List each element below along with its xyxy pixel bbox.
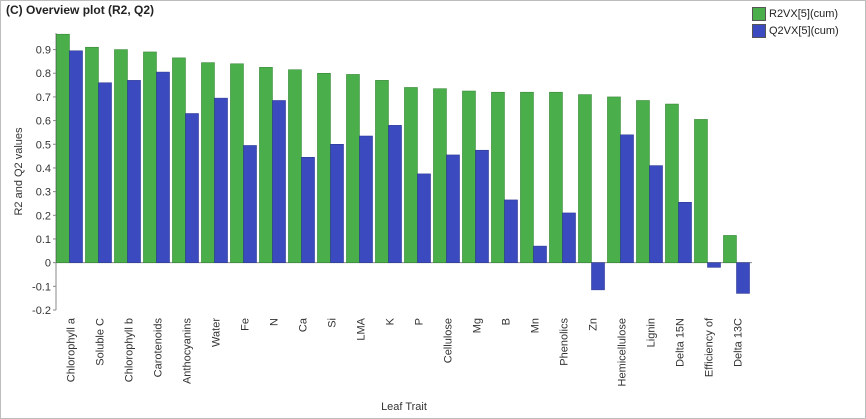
- bar-q2: [330, 144, 344, 263]
- bar-r2: [375, 80, 389, 263]
- legend-label-r2: R2VX[5](cum): [769, 7, 839, 20]
- x-tick-label: Fe: [240, 318, 252, 331]
- axes: [53, 33, 752, 311]
- bar-r2: [230, 63, 244, 263]
- x-tick-label: Anthocyanins: [182, 318, 194, 385]
- bar-q2: [562, 212, 576, 263]
- bar-q2: [243, 145, 257, 263]
- bar-r2: [636, 100, 650, 263]
- x-tick-label: Delta 13C: [733, 318, 745, 367]
- bar-q2: [649, 165, 663, 263]
- y-tick-label: 0.4: [36, 163, 51, 175]
- bar-q2: [533, 245, 547, 263]
- bar-q2: [98, 82, 112, 263]
- bar-r2: [491, 91, 505, 263]
- bar-q2: [185, 113, 199, 263]
- bar-q2: [620, 134, 634, 263]
- x-tick-label: B: [501, 318, 513, 325]
- bar-q2: [475, 149, 489, 263]
- x-tick-label: Lignin: [646, 318, 658, 347]
- x-tick-label: Phenolics: [559, 318, 571, 366]
- legend-label-q2: Q2VX[5](cum): [769, 24, 839, 37]
- legend-swatch-r2: [752, 6, 766, 21]
- x-tick-label: Delta 15N: [675, 318, 687, 367]
- bar-r2: [85, 46, 99, 263]
- legend-swatch-q2: [752, 23, 766, 38]
- y-tick-label: 0.3: [36, 187, 51, 199]
- bar-r2: [259, 67, 273, 263]
- x-tick-label: Mg: [472, 318, 484, 333]
- bar-r2: [578, 94, 592, 263]
- x-tick-label: LMA: [356, 317, 368, 340]
- legend: R2VX[5](cum) Q2VX[5](cum): [752, 5, 839, 39]
- bar-r2: [462, 90, 476, 263]
- bar-r2: [346, 74, 360, 263]
- y-tick-label: 0.7: [36, 92, 51, 104]
- y-tick-label: 0.2: [36, 210, 51, 222]
- y-tick-label: 0: [45, 258, 51, 270]
- labels: 0.9 0.8 0.7 0.6 0.5 0.4 0.3 0.2 0.1 0 -0.1 -0.2 R2 a…: [13, 45, 745, 413]
- bar-r2: [723, 235, 737, 263]
- bar-q2: [272, 100, 286, 263]
- bar-q2: [127, 80, 141, 263]
- x-tick-label: Chlorophyll b: [124, 318, 136, 382]
- x-tick-label: Ca: [298, 317, 310, 332]
- bar-r2: [143, 51, 157, 263]
- bar-q2: [301, 157, 315, 263]
- x-tick-label: Hemicellulose: [617, 318, 629, 386]
- chart-title: (C) Overview plot (R2, Q2): [6, 3, 155, 17]
- bar-q2: [591, 262, 605, 291]
- bar-q2: [359, 135, 373, 263]
- bar-r2: [520, 91, 534, 263]
- legend-entry-r2: R2VX[5](cum): [752, 5, 839, 22]
- bar-r2: [433, 88, 447, 263]
- legend-entry-q2: Q2VX[5](cum): [752, 22, 839, 39]
- x-tick-label: Water: [211, 318, 223, 347]
- x-tick-label: P: [414, 318, 426, 325]
- bar-r2: [114, 49, 128, 263]
- x-tick-label: Soluble C: [95, 318, 107, 366]
- bars: [56, 33, 750, 294]
- bar-r2: [665, 103, 679, 263]
- bar-r2: [404, 87, 418, 263]
- bar-q2: [446, 154, 460, 263]
- bar-r2: [172, 57, 186, 263]
- y-tick-label: -0.2: [32, 305, 51, 317]
- y-tick-label: 0.8: [36, 68, 51, 80]
- bar-r2: [288, 69, 302, 263]
- x-tick-label: K: [385, 317, 397, 325]
- bar-r2: [549, 91, 563, 263]
- bar-r2: [56, 33, 70, 263]
- bar-r2: [607, 96, 621, 263]
- bar-q2: [504, 199, 518, 263]
- bar-q2: [156, 71, 170, 263]
- bar-q2: [707, 262, 721, 268]
- x-tick-label: Zn: [588, 318, 600, 331]
- y-tick-label: 0.6: [36, 116, 51, 128]
- x-tick-label: Efficiency of: [704, 317, 716, 377]
- bar-q2: [69, 50, 83, 263]
- y-tick-label: -0.1: [32, 281, 51, 293]
- bar-q2: [736, 262, 750, 294]
- x-tick-label: Chlorophyll a: [66, 317, 78, 382]
- x-tick-label: Si: [327, 318, 339, 328]
- y-axis-title: R2 and Q2 values: [13, 127, 25, 216]
- y-tick-label: 0.1: [36, 234, 51, 246]
- x-tick-label: Mn: [530, 318, 542, 333]
- x-axis-title: Leaf Trait: [381, 401, 427, 413]
- y-tick-label: 0.5: [36, 139, 51, 151]
- bar-r2: [694, 119, 708, 263]
- x-tick-label: Cellulose: [443, 318, 455, 363]
- bar-q2: [678, 202, 692, 263]
- bar-r2: [317, 72, 331, 263]
- bar-q2: [388, 125, 402, 263]
- bar-q2: [214, 97, 228, 263]
- bar-r2: [201, 62, 215, 263]
- y-tick-label: 0.9: [36, 45, 51, 57]
- x-tick-label: Carotenoids: [153, 318, 165, 378]
- bar-q2: [417, 173, 431, 263]
- x-tick-label: N: [269, 318, 281, 326]
